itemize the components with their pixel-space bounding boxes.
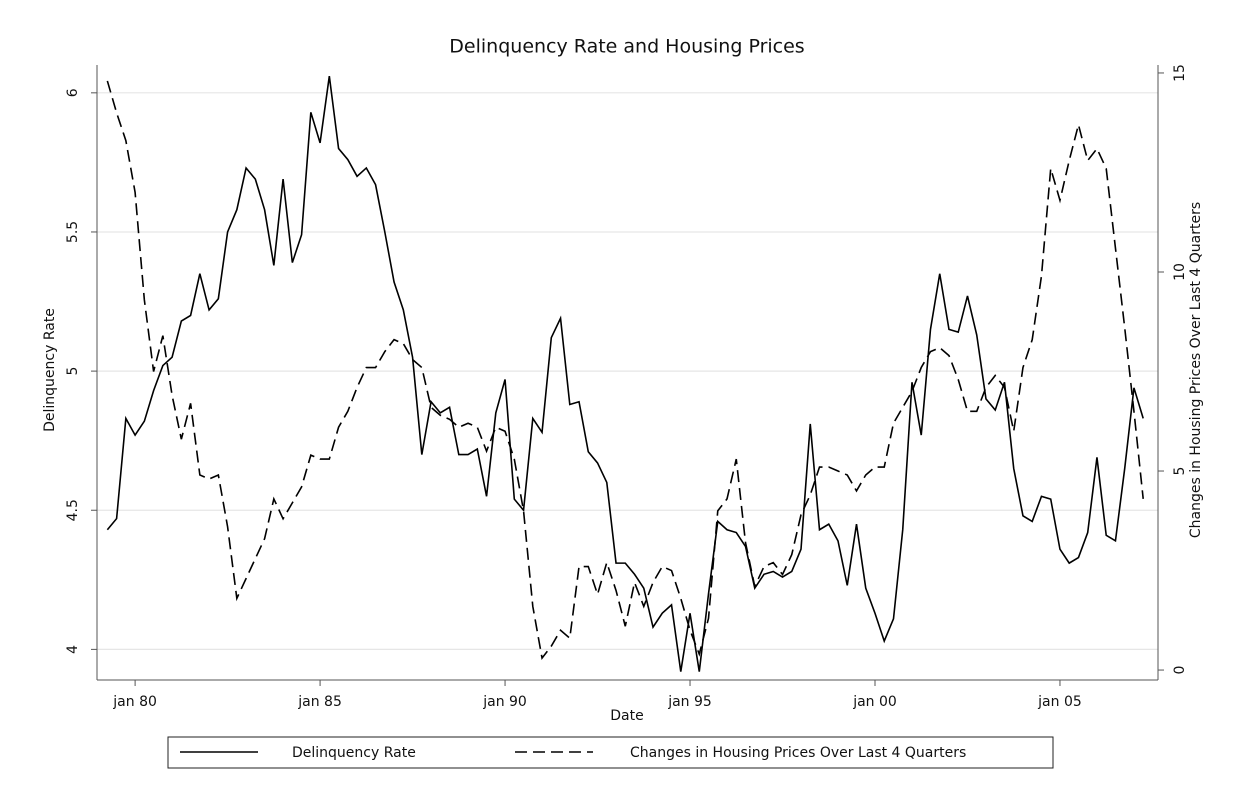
y2-tick-label: 15 (1172, 64, 1188, 82)
y-axis-label: Delinquency Rate (42, 308, 58, 432)
x-axis-label: Date (610, 708, 643, 724)
data-line (106, 80, 1144, 661)
y2-axis-label: Changes in Housing Prices Over Last 4 Qu… (1188, 202, 1204, 538)
legend-label: Changes in Housing Prices Over Last 4 Qu… (630, 745, 966, 761)
x-tick-label: jan 85 (297, 694, 342, 710)
y2-tick-label: 10 (1172, 263, 1188, 281)
y2-tick-label: 5 (1172, 467, 1188, 476)
y-tick-label: 4 (65, 645, 81, 654)
y-tick-label: 4.5 (65, 499, 81, 521)
y-tick-label: 6 (65, 88, 81, 97)
x-tick-label: jan 05 (1037, 694, 1082, 710)
y-tick-label: 5 (65, 367, 81, 376)
chart-title: Delinquency Rate and Housing Prices (449, 36, 804, 58)
legend-label: Delinquency Rate (292, 745, 416, 761)
y2-tick-label: 0 (1172, 666, 1188, 675)
legend-box (167, 736, 1054, 769)
data-line (106, 76, 1144, 672)
x-tick-label: jan 00 (852, 694, 897, 710)
x-tick-label: jan 80 (112, 694, 157, 710)
y-tick-label: 5.5 (65, 221, 81, 243)
x-tick-label: jan 90 (482, 694, 527, 710)
x-tick-label: jan 95 (667, 694, 712, 710)
